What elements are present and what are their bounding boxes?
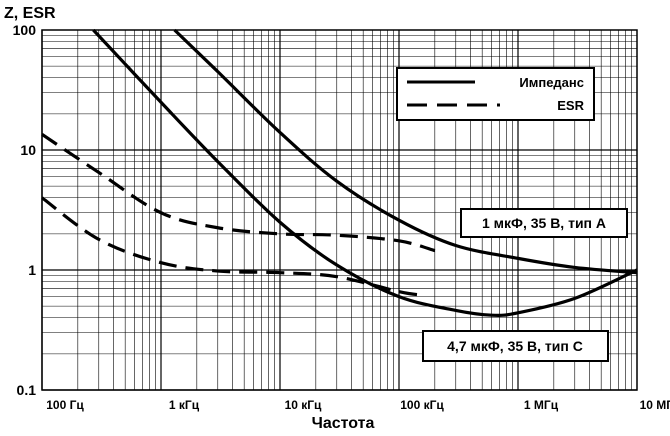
x-axis-title: Частота (312, 415, 375, 432)
legend: Импеданс ESR (396, 67, 595, 121)
x-tick-label: 100 кГц (400, 398, 444, 412)
series-impedance-cap_c (92, 28, 638, 317)
x-tick-label: 1 МГц (524, 398, 559, 412)
annotation-cap-c: 4,7 мкФ, 35 В, тип С (422, 330, 609, 362)
x-tick-label: 10 кГц (285, 398, 322, 412)
annotation-cap-c-text: 4,7 мкФ, 35 В, тип С (447, 338, 583, 354)
series-esr-cap_c (41, 196, 421, 297)
series-esr-cap_a (41, 133, 436, 253)
annotation-cap-a-text: 1 мкФ, 35 В, тип А (482, 215, 606, 231)
y-tick-labels: 0.1 1 10 100 (13, 22, 37, 398)
plot-frame (41, 29, 638, 391)
annotation-cap-a: 1 мкФ, 35 В, тип А (460, 208, 628, 238)
y-axis-title: Z, ESR (4, 5, 56, 22)
x-tick-label: 100 Гц (46, 398, 84, 412)
x-tick-labels: 100 Гц 1 кГц 10 кГц 100 кГц 1 МГц 10 МГц (46, 398, 670, 412)
series-impedance-cap_a (173, 28, 638, 275)
y-tick-label: 10 (20, 142, 36, 158)
annotation-cap-c-box (422, 330, 609, 362)
y-tick-label: 0.1 (17, 382, 37, 398)
legend-label-esr: ESR (557, 98, 584, 113)
legend-box (396, 67, 595, 121)
x-tick-label: 10 МГц (640, 398, 670, 412)
annotation-cap-a-box (460, 208, 628, 238)
legend-label-impedance: Импеданс (519, 75, 584, 90)
y-tick-label: 1 (28, 262, 36, 278)
series-layer (41, 28, 638, 317)
y-tick-label: 100 (13, 22, 37, 38)
x-tick-label: 1 кГц (169, 398, 200, 412)
